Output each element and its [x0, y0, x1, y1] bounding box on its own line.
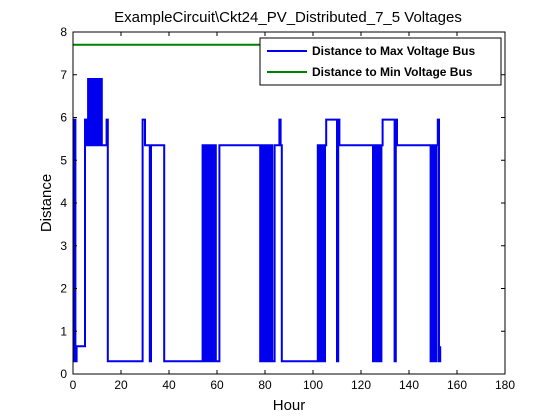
x-tick-label: 180: [495, 378, 515, 392]
y-tick-label: 1: [60, 324, 67, 338]
legend-entry-2: Distance to Min Voltage Bus: [312, 65, 473, 79]
x-tick-label: 60: [210, 378, 224, 392]
legend-box: [259, 37, 502, 86]
y-tick-label: 3: [60, 239, 67, 253]
y-axis-label: Distance: [38, 174, 55, 232]
x-tick-label: 160: [447, 378, 467, 392]
y-tick-label: 7: [60, 68, 67, 82]
x-tick-label: 100: [303, 378, 323, 392]
x-tick-label: 20: [114, 378, 128, 392]
x-tick-label: 0: [70, 378, 77, 392]
x-tick-label: 40: [162, 378, 176, 392]
y-tick-label: 0: [60, 367, 67, 381]
legend-entry-1: Distance to Max Voltage Bus: [312, 44, 475, 58]
y-tick-label: 6: [60, 111, 67, 125]
axis-ticks: 0 20 40 60 80 100 120 140 160 180 0 1 2 3 4 5 6 7 8: [60, 25, 515, 392]
y-tick-label: 2: [60, 282, 67, 296]
y-tick-label: 8: [60, 25, 67, 39]
x-tick-label: 140: [399, 378, 419, 392]
x-tick-label: 120: [351, 378, 371, 392]
y-tick-label: 4: [60, 196, 67, 210]
legend: Distance to Max Voltage Bus Distance to M…: [259, 37, 502, 86]
series-line-1: [73, 78, 442, 363]
x-axis-label: Hour: [273, 397, 306, 414]
chart-title: ExampleCircuit\Ckt24_PV_Distributed_7_5 …: [114, 9, 462, 26]
y-tick-label: 5: [60, 153, 67, 167]
x-tick-label: 80: [258, 378, 272, 392]
